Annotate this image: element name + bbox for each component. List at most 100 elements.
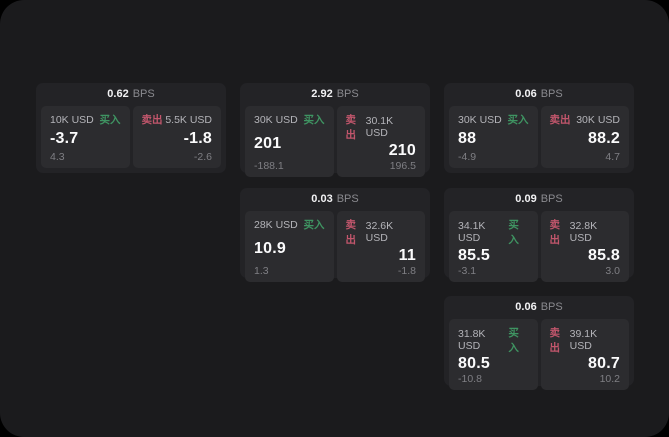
buy-panel-top: 34.1K USD 买入 xyxy=(458,217,529,247)
buy-panel-top: 30K USD 买入 xyxy=(458,112,529,127)
buy-delta-value: -4.9 xyxy=(458,151,477,163)
buy-panel[interactable]: 30K USD 买入 88 -4.9 xyxy=(449,106,538,168)
sell-delta-value: -2.6 xyxy=(193,151,212,163)
buy-size-label: 31.8K USD xyxy=(458,328,486,352)
bps-unit-label: BPS xyxy=(540,301,563,313)
sell-side-badge: 卖出 xyxy=(549,219,561,246)
buy-price-value: 85.5 xyxy=(458,247,490,264)
bps-value: 0.06 xyxy=(515,88,537,100)
quote-card: 2.92 BPS 30K USD 买入 201 -188.1 卖出 30.1K U… xyxy=(240,83,430,177)
quote-card: 0.62 BPS 10K USD 买入 -3.7 4.3 卖出 5.5K USD … xyxy=(36,83,226,173)
bps-unit-label: BPS xyxy=(336,88,359,100)
sell-size-label: 32.8K USD xyxy=(569,220,598,244)
sell-price-value: 11 xyxy=(398,247,416,264)
sell-panel-top: 卖出 32.6K USD xyxy=(346,217,417,247)
buy-delta-value: -188.1 xyxy=(254,160,284,172)
bps-header: 0.06 BPS xyxy=(444,296,634,319)
buy-side-badge: 买入 xyxy=(99,114,121,126)
sell-price-value: 85.8 xyxy=(588,247,620,264)
bps-value: 0.03 xyxy=(311,193,333,205)
buy-price-value: 88 xyxy=(458,130,477,147)
sell-size-label: 39.1K USD xyxy=(569,328,598,352)
sell-side-badge: 卖出 xyxy=(549,327,561,354)
sell-panel[interactable]: 卖出 32.8K USD 85.8 3.0 xyxy=(540,211,629,282)
sell-price-value: 210 xyxy=(388,142,416,159)
buy-panel-top: 30K USD 买入 xyxy=(254,112,325,127)
bps-unit-label: BPS xyxy=(336,193,359,205)
buy-delta-value: 4.3 xyxy=(50,151,65,163)
quote-card: 0.06 BPS 31.8K USD 买入 80.5 -10.8 卖出 39.1K… xyxy=(444,296,634,390)
quote-card-body: 30K USD 买入 201 -188.1 卖出 30.1K USD 210 1… xyxy=(240,106,430,182)
sell-delta-value: 4.7 xyxy=(605,151,620,163)
bps-value: 2.92 xyxy=(311,88,333,100)
bps-value: 0.09 xyxy=(515,193,537,205)
buy-size-label: 30K USD xyxy=(458,113,502,126)
buy-size-label: 34.1K USD xyxy=(458,220,486,244)
bps-unit-label: BPS xyxy=(132,88,155,100)
buy-size-label: 10K USD xyxy=(50,113,94,126)
buy-delta-value: -10.8 xyxy=(458,373,482,385)
sell-delta-value: 196.5 xyxy=(389,160,416,172)
quote-card-body: 34.1K USD 买入 85.5 -3.1 卖出 32.8K USD 85.8… xyxy=(444,211,634,287)
sell-panel[interactable]: 卖出 30.1K USD 210 196.5 xyxy=(336,106,425,177)
buy-panel[interactable]: 34.1K USD 买入 85.5 -3.1 xyxy=(449,211,538,282)
sell-price-value: 88.2 xyxy=(588,130,620,147)
buy-size-label: 28K USD xyxy=(254,218,298,231)
sell-panel[interactable]: 卖出 32.6K USD 11 -1.8 xyxy=(336,211,425,282)
buy-panel-top: 10K USD 买入 xyxy=(50,112,121,127)
sell-size-label: 5.5K USD xyxy=(165,113,212,126)
sell-panel[interactable]: 卖出 30K USD 88.2 4.7 xyxy=(540,106,629,168)
buy-panel[interactable]: 28K USD 买入 10.9 1.3 xyxy=(245,211,334,282)
quote-card-body: 10K USD 买入 -3.7 4.3 卖出 5.5K USD -1.8 -2.… xyxy=(36,106,226,173)
bps-header: 0.03 BPS xyxy=(240,188,430,211)
sell-price-value: -1.8 xyxy=(183,130,212,147)
buy-side-badge: 买入 xyxy=(303,114,325,126)
sell-panel[interactable]: 卖出 5.5K USD -1.8 -2.6 xyxy=(132,106,221,168)
sell-size-label: 30K USD xyxy=(576,113,620,126)
sell-side-badge: 卖出 xyxy=(345,219,357,246)
buy-price-value: 80.5 xyxy=(458,355,490,372)
buy-side-badge: 买入 xyxy=(508,219,519,246)
bps-value: 0.62 xyxy=(107,88,129,100)
buy-delta-value: -3.1 xyxy=(458,265,477,277)
sell-side-badge: 卖出 xyxy=(345,114,357,141)
bps-value: 0.06 xyxy=(515,301,537,313)
buy-panel[interactable]: 31.8K USD 买入 80.5 -10.8 xyxy=(449,319,538,390)
quote-card-body: 31.8K USD 买入 80.5 -10.8 卖出 39.1K USD 80.… xyxy=(444,319,634,395)
bps-header: 0.62 BPS xyxy=(36,83,226,106)
bps-unit-label: BPS xyxy=(540,193,563,205)
buy-side-badge: 买入 xyxy=(303,219,325,231)
sell-panel[interactable]: 卖出 39.1K USD 80.7 10.2 xyxy=(540,319,629,390)
bps-header: 0.09 BPS xyxy=(444,188,634,211)
bps-header: 0.06 BPS xyxy=(444,83,634,106)
buy-price-value: 10.9 xyxy=(254,239,286,257)
bps-header: 2.92 BPS xyxy=(240,83,430,106)
sell-side-badge: 卖出 xyxy=(141,114,163,126)
quote-card-body: 30K USD 买入 88 -4.9 卖出 30K USD 88.2 4.7 xyxy=(444,106,634,173)
buy-price-value: -3.7 xyxy=(50,130,79,147)
buy-delta-value: 1.3 xyxy=(254,265,269,277)
buy-panel-top: 28K USD 买入 xyxy=(254,217,325,232)
sell-panel-top: 卖出 5.5K USD xyxy=(142,112,213,127)
buy-side-badge: 买入 xyxy=(507,114,529,126)
sell-side-badge: 卖出 xyxy=(549,114,571,126)
sell-panel-top: 卖出 30K USD xyxy=(550,112,621,127)
sell-panel-top: 卖出 30.1K USD xyxy=(346,112,417,142)
sell-size-label: 30.1K USD xyxy=(365,115,394,139)
buy-price-value: 201 xyxy=(254,134,282,152)
sell-delta-value: 10.2 xyxy=(599,373,620,385)
quote-card-body: 28K USD 买入 10.9 1.3 卖出 32.6K USD 11 -1.8 xyxy=(240,211,430,287)
sell-size-label: 32.6K USD xyxy=(365,220,394,244)
buy-panel[interactable]: 10K USD 买入 -3.7 4.3 xyxy=(41,106,130,168)
buy-panel[interactable]: 30K USD 买入 201 -188.1 xyxy=(245,106,334,177)
buy-size-label: 30K USD xyxy=(254,113,298,126)
sell-panel-top: 卖出 39.1K USD xyxy=(550,325,621,355)
quote-card: 0.09 BPS 34.1K USD 买入 85.5 -3.1 卖出 32.8K … xyxy=(444,188,634,282)
sell-delta-value: -1.8 xyxy=(397,265,416,277)
bps-unit-label: BPS xyxy=(540,88,563,100)
buy-side-badge: 买入 xyxy=(508,327,519,354)
buy-panel-top: 31.8K USD 买入 xyxy=(458,325,529,355)
quote-card: 0.06 BPS 30K USD 买入 88 -4.9 卖出 30K USD 88… xyxy=(444,83,634,173)
sell-price-value: 80.7 xyxy=(588,355,620,372)
